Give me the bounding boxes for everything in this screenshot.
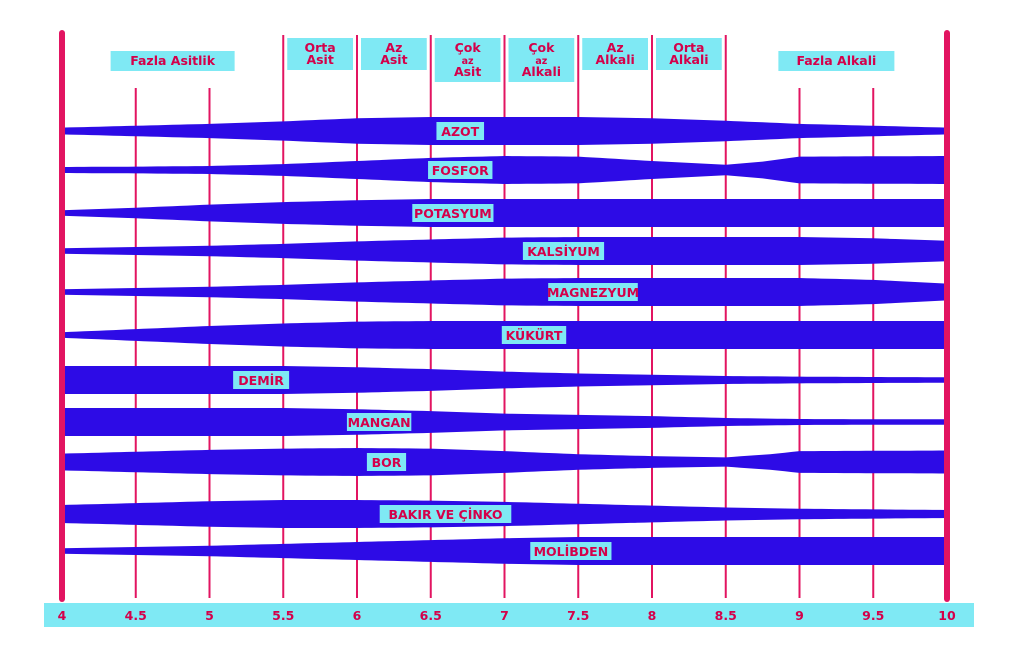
band-azot (62, 117, 947, 145)
band-label-molibden: MOLİBDEN (534, 544, 609, 559)
zone-label-box (110, 51, 235, 71)
band-label-box (522, 242, 605, 260)
band-kalsiyum (62, 237, 947, 265)
zone-label-orta-alkali: Orta (673, 40, 704, 55)
band-label-box (530, 542, 612, 560)
band-label-box (548, 283, 638, 301)
x-tick-label: 9.5 (862, 608, 884, 623)
band-label-box (379, 505, 512, 523)
band-molibden (62, 537, 947, 565)
zone-label-box (287, 38, 353, 70)
zone-label-box (656, 38, 722, 70)
zone-label-cok-az-asit: az (462, 56, 474, 67)
band-label-bakir-ve-cinko: BAKIR VE ÇİNKO (388, 507, 502, 522)
zone-label-cok-az-alkali: Alkali (522, 64, 561, 79)
band-potasyum (62, 199, 947, 227)
x-tick-label: 7.5 (567, 608, 589, 623)
zone-label-az-asit: Az (385, 40, 402, 55)
zone-label-orta-asit: Orta (305, 40, 336, 55)
right-border-line (944, 30, 950, 602)
x-axis-bar (44, 603, 974, 627)
zone-label-az-alkali: Az (607, 40, 624, 55)
band-label-box (233, 371, 290, 389)
zone-label-box (508, 38, 575, 82)
zone-label-box (361, 38, 427, 70)
band-label-box (436, 122, 485, 140)
band-label-box (428, 161, 493, 179)
band-label-magnezyum: MAGNEZYUM (547, 285, 639, 300)
x-tick-label: 4.5 (125, 608, 147, 623)
zone-label-az-asit: Asit (380, 52, 407, 67)
x-tick-label: 9 (795, 608, 804, 623)
band-label-kukurt: KÜKÜRT (506, 328, 563, 343)
band-magnezyum (62, 278, 947, 306)
x-tick-label: 4 (58, 608, 67, 623)
zone-label-orta-alkali: Alkali (669, 52, 708, 67)
zone-label-box (778, 51, 895, 71)
x-tick-label: 8.5 (715, 608, 737, 623)
band-label-box (346, 413, 412, 431)
zone-label-fazla-asitlik: Fazla Asitlik (130, 53, 216, 68)
x-tick-label: 8 (648, 608, 657, 623)
x-tick-label: 5.5 (272, 608, 294, 623)
x-tick-label: 6.5 (420, 608, 442, 623)
zone-label-cok-az-asit: Çok (455, 40, 482, 55)
band-label-azot: AZOT (441, 124, 479, 139)
band-fosfor (62, 156, 947, 184)
x-tick-label: 10 (938, 608, 956, 623)
band-label-potasyum: POTASYUM (414, 206, 492, 221)
band-mangan (62, 408, 947, 436)
zone-label-fazla-alkali: Fazla Alkali (796, 53, 876, 68)
band-label-kalsiyum: KALSİYUM (527, 244, 600, 259)
zone-label-cok-az-alkali: Çok (528, 40, 555, 55)
zone-label-az-alkali: Alkali (595, 52, 634, 67)
zone-label-cok-az-asit: Asit (454, 64, 481, 79)
band-label-box (412, 204, 494, 222)
x-tick-label: 5 (205, 608, 214, 623)
band-label-mangan: MANGAN (348, 415, 411, 430)
band-label-bor: BOR (372, 455, 402, 470)
zone-label-cok-az-alkali: az (535, 56, 547, 67)
band-label-fosfor: FOSFOR (432, 163, 489, 178)
band-label-box (501, 326, 567, 344)
band-bor (62, 448, 947, 476)
band-label-box (366, 453, 407, 471)
left-border-line (59, 30, 65, 602)
x-tick-label: 6 (353, 608, 362, 623)
x-tick-label: 7 (500, 608, 509, 623)
band-label-demir: DEMİR (238, 373, 284, 388)
zone-label-orta-asit: Asit (306, 52, 333, 67)
zone-label-box (582, 38, 648, 70)
zone-label-box (434, 38, 501, 82)
